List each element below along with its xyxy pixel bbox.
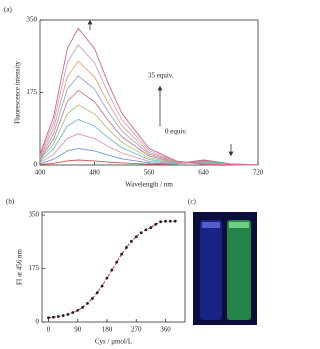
figure: (c) 35 equiv. 0 equiv. 400 480 560 640 720 0 1… (4, 6, 264, 346)
annotation: 0 equiv. (165, 128, 187, 136)
panel-label: (b) (6, 198, 15, 206)
data-point (56, 315, 60, 318)
data-point (168, 219, 172, 223)
x-tick-label: 270 (131, 326, 142, 334)
y-axis-label: Fluorescence intensity (14, 61, 22, 124)
x-tick-label: 0 (47, 326, 51, 334)
data-point (66, 312, 70, 316)
data-point (120, 252, 124, 256)
data-point (139, 231, 143, 235)
data-point (173, 219, 177, 223)
data-point (115, 260, 119, 264)
y-tick-label: 0 (36, 318, 40, 326)
data-point (105, 276, 109, 280)
panel-label: (a) (4, 6, 12, 14)
x-axis-label: Cys / μmol/L (95, 338, 132, 346)
data-point (47, 316, 50, 320)
y-tick-label: 175 (27, 88, 38, 96)
spectrum-line (39, 147, 259, 166)
x-tick-label: 90 (74, 326, 82, 334)
data-point (86, 301, 89, 305)
panel-label: (c) (188, 198, 196, 206)
x-tick-label: 400 (35, 169, 46, 177)
vial-rim (229, 222, 249, 228)
data-point (134, 235, 138, 239)
x-tick-label: 720 (253, 169, 264, 177)
x-tick-label: 560 (144, 169, 155, 177)
vial (200, 220, 222, 320)
data-point (154, 222, 158, 226)
spectrum-line (39, 75, 259, 166)
data-point (61, 314, 65, 317)
y-tick-label: 350 (29, 211, 40, 219)
x-tick-label: 480 (89, 169, 100, 177)
data-point (81, 305, 85, 309)
data-point (90, 297, 94, 300)
annotation-arrows (87, 19, 234, 157)
plot-frame (41, 211, 186, 323)
data-point (149, 226, 153, 229)
plot-frame (39, 19, 259, 166)
y-tick-label: 0 (34, 161, 38, 169)
data-point (144, 228, 148, 232)
spectrum-line (39, 44, 259, 166)
vial (227, 220, 251, 320)
data-point (71, 311, 75, 314)
spectrum-line (39, 27, 259, 166)
data-point (51, 315, 55, 319)
data-point (159, 220, 163, 224)
x-tick-label: 180 (102, 326, 113, 334)
data-point (76, 308, 80, 312)
data-point (125, 246, 128, 249)
y-tick-label: 175 (29, 264, 40, 272)
spectrum-line (39, 159, 259, 166)
annotation: 35 equiv. (148, 72, 174, 80)
data-point (110, 268, 114, 272)
x-tick-label: 640 (198, 169, 209, 177)
vial-rim (202, 222, 220, 228)
x-tick-label: 360 (160, 326, 171, 334)
data-point (129, 239, 133, 243)
y-tick-label: 350 (27, 16, 38, 24)
data-point (100, 284, 104, 288)
y-axis-label: FI at 456 nm (16, 248, 24, 285)
data-point (164, 219, 167, 223)
photo-panel: (c) (188, 198, 257, 325)
x-axis-label: Wavelength / nm (125, 181, 173, 189)
data-point (95, 291, 99, 295)
